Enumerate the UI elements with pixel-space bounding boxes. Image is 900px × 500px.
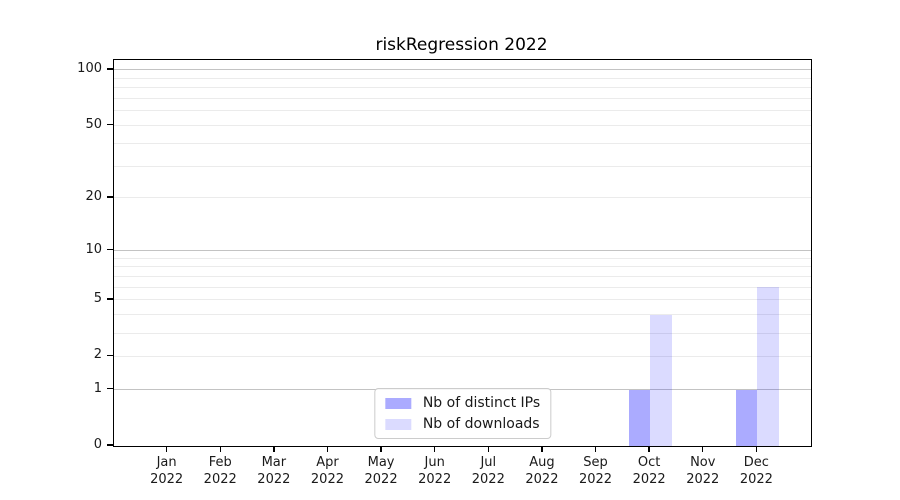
y-axis-tick-label: 10 [85, 241, 102, 257]
x-tick-month: May [367, 455, 395, 470]
y-axis-tick [107, 444, 113, 446]
legend-swatch-series1 [384, 418, 411, 430]
x-axis-tick-label: Feb 2022 [185, 454, 255, 488]
bar-oct-series1 [650, 314, 672, 446]
x-tick-month: Aug [529, 455, 555, 470]
legend-swatch-series0 [384, 397, 411, 409]
y-axis-tick-label: 50 [85, 116, 102, 132]
x-tick-month: Dec [743, 455, 769, 470]
x-axis-tick-label: May 2022 [346, 454, 416, 488]
x-tick-year: 2022 [471, 472, 505, 487]
y-axis-tick [107, 68, 113, 70]
x-axis-tick [648, 446, 650, 452]
x-axis-tick-label: Nov 2022 [668, 454, 738, 488]
x-tick-year: 2022 [418, 472, 452, 487]
x-tick-month: Apr [316, 455, 339, 470]
minor-gridline [114, 142, 811, 144]
legend: Nb of distinct IPs Nb of downloads [373, 388, 552, 439]
y-axis-tick-label: 2 [93, 347, 102, 363]
x-axis-tick-label: Apr 2022 [292, 454, 362, 488]
x-axis-tick-label: Jul 2022 [453, 454, 523, 488]
minor-gridline [114, 257, 811, 259]
x-axis-tick-label: Dec 2022 [721, 454, 791, 488]
chart-title: riskRegression 2022 [375, 35, 548, 55]
minor-gridline [114, 355, 811, 357]
major-gridline [114, 69, 811, 71]
minor-gridline [114, 332, 811, 334]
x-tick-month: Feb [208, 455, 232, 470]
x-tick-month: Sep [583, 455, 608, 470]
legend-label-series0: Nb of distinct IPs [422, 395, 541, 411]
legend-label-series1: Nb of downloads [422, 416, 540, 432]
y-axis-tick-label: 1 [93, 380, 102, 396]
minor-gridline [114, 286, 811, 288]
x-tick-year: 2022 [525, 472, 559, 487]
y-axis-tick [107, 387, 113, 390]
minor-gridline [114, 87, 811, 89]
minor-gridline [114, 98, 811, 100]
legend-row-series1: Nb of downloads [384, 416, 540, 432]
minor-gridline [114, 165, 811, 167]
minor-gridline [114, 276, 811, 278]
x-tick-month: Jul [480, 455, 497, 470]
minor-gridline [114, 197, 811, 199]
x-tick-month: Oct [637, 455, 661, 470]
x-tick-year: 2022 [686, 472, 720, 487]
x-axis-tick-label: Jan 2022 [132, 454, 202, 488]
y-axis-tick-label: 20 [85, 188, 102, 204]
y-axis-tick [107, 196, 113, 198]
x-axis-tick [433, 446, 436, 452]
minor-gridline [114, 110, 811, 112]
x-axis-tick [273, 446, 275, 452]
bar-dec-series1 [757, 287, 779, 446]
minor-gridline [114, 299, 811, 301]
major-gridline [114, 250, 811, 252]
y-axis-tick [107, 298, 113, 300]
x-tick-year: 2022 [310, 472, 344, 487]
x-axis-tick [487, 446, 489, 452]
y-axis-tick [107, 248, 113, 251]
x-axis-tick [702, 446, 704, 452]
y-axis-tick [107, 354, 113, 357]
x-axis-tick [219, 446, 221, 452]
x-tick-year: 2022 [364, 472, 398, 487]
legend-row-series0: Nb of distinct IPs [384, 395, 541, 411]
x-tick-month: Jun [424, 455, 445, 470]
x-tick-month: Jan [156, 455, 177, 470]
x-tick-year: 2022 [578, 472, 613, 487]
bar-dec-series0 [735, 389, 758, 446]
x-axis-tick [380, 446, 382, 452]
minor-gridline [114, 314, 811, 316]
x-axis-tick [326, 446, 329, 452]
minor-gridline [114, 266, 811, 268]
y-axis-tick [107, 123, 113, 126]
x-axis-tick [755, 446, 758, 452]
x-tick-year: 2022 [257, 472, 291, 487]
x-tick-year: 2022 [203, 472, 237, 487]
x-axis-tick-label: Mar 2022 [239, 454, 309, 488]
x-axis-tick-label: Aug 2022 [507, 454, 577, 488]
x-axis-tick-label: Sep 2022 [561, 454, 631, 488]
plot-area: Nb of distinct IPs Nb of downloads [113, 59, 812, 447]
x-axis-tick-label: Jun 2022 [400, 454, 470, 488]
minor-gridline [114, 77, 811, 79]
x-axis-tick [165, 446, 168, 452]
y-axis-tick-label: 100 [77, 60, 102, 76]
x-tick-year: 2022 [632, 472, 666, 487]
x-axis-tick [594, 446, 597, 452]
x-tick-year: 2022 [150, 472, 184, 487]
bar-oct-series0 [628, 389, 651, 446]
x-tick-year: 2022 [739, 472, 773, 487]
y-axis-tick-label: 0 [93, 437, 102, 452]
x-tick-month: Nov [690, 455, 716, 470]
x-tick-month: Mar [261, 455, 287, 470]
y-axis-tick-label: 5 [93, 290, 102, 306]
minor-gridline [114, 125, 811, 127]
x-axis-tick-label: Oct 2022 [614, 454, 684, 488]
x-axis-tick [541, 446, 543, 452]
